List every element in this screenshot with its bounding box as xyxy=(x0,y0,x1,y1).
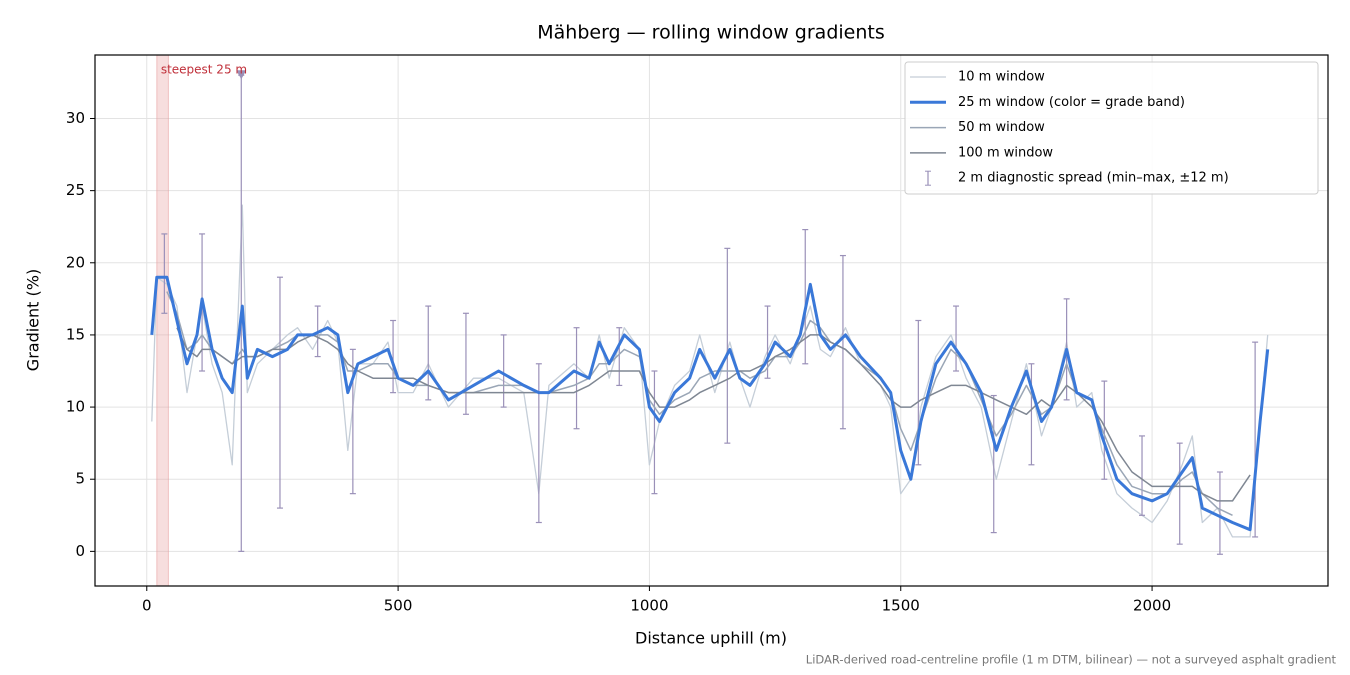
legend-box xyxy=(904,61,1319,195)
error-bar xyxy=(1101,380,1108,480)
error-bar xyxy=(953,305,960,372)
error-bar xyxy=(1252,341,1259,538)
legend-label: 50 m window xyxy=(958,120,1045,135)
x-tick-label: 1500 xyxy=(882,597,920,615)
error-bar xyxy=(1139,435,1146,516)
chart-title: Mähberg — rolling window gradients xyxy=(537,22,885,44)
highlight-span xyxy=(156,54,169,587)
error-bar xyxy=(390,319,397,394)
annotation-text: steepest 25 m xyxy=(161,63,247,77)
legend-label: 2 m diagnostic spread (min–max, ±12 m) xyxy=(958,171,1229,186)
y-tick-label: 15 xyxy=(66,325,85,343)
y-tick-label: 20 xyxy=(66,253,85,271)
x-tick-label: 2000 xyxy=(1133,597,1171,615)
legend: 10 m window 25 m window (color = grade ba… xyxy=(904,61,1319,195)
error-bar xyxy=(276,276,283,509)
y-tick-label: 0 xyxy=(75,542,85,560)
error-bar xyxy=(535,363,542,524)
error-bar xyxy=(839,254,846,430)
error-bar xyxy=(1216,471,1223,555)
error-bar xyxy=(500,334,507,408)
error-bar xyxy=(1028,363,1035,466)
legend-label: 25 m window (color = grade band) xyxy=(958,95,1185,110)
error-bar xyxy=(1176,442,1183,545)
y-tick-label: 10 xyxy=(66,398,85,416)
steepest-marker xyxy=(236,70,247,80)
error-bar xyxy=(724,247,731,444)
y-tick-label: 30 xyxy=(66,109,85,127)
y-tick-label: 25 xyxy=(66,181,85,199)
error-bar xyxy=(349,348,356,495)
x-tick-label: 0 xyxy=(142,597,152,615)
error-bar xyxy=(425,305,432,401)
error-bar xyxy=(802,228,809,365)
series-line xyxy=(176,327,1251,502)
series-line xyxy=(150,275,1270,532)
plot-area xyxy=(95,54,1328,587)
error-bar xyxy=(573,327,580,430)
error-bar xyxy=(462,312,469,415)
y-tick-label: 5 xyxy=(75,470,85,488)
legend-label: 100 m window xyxy=(958,145,1053,160)
y-axis-label: Gradient (%) xyxy=(24,269,43,371)
error-bar xyxy=(616,327,623,387)
x-tick-label: 1000 xyxy=(630,597,668,615)
legend-label: 10 m window xyxy=(958,70,1045,85)
error-bar xyxy=(990,394,997,534)
x-tick-label: 500 xyxy=(384,597,413,615)
footnote: LiDAR-derived road-centreline profile (1… xyxy=(806,653,1337,667)
error-bar xyxy=(651,370,658,495)
axes-frame xyxy=(94,54,1329,587)
x-axis-label: Distance uphill (m) xyxy=(635,629,787,648)
error-bar xyxy=(161,233,168,314)
